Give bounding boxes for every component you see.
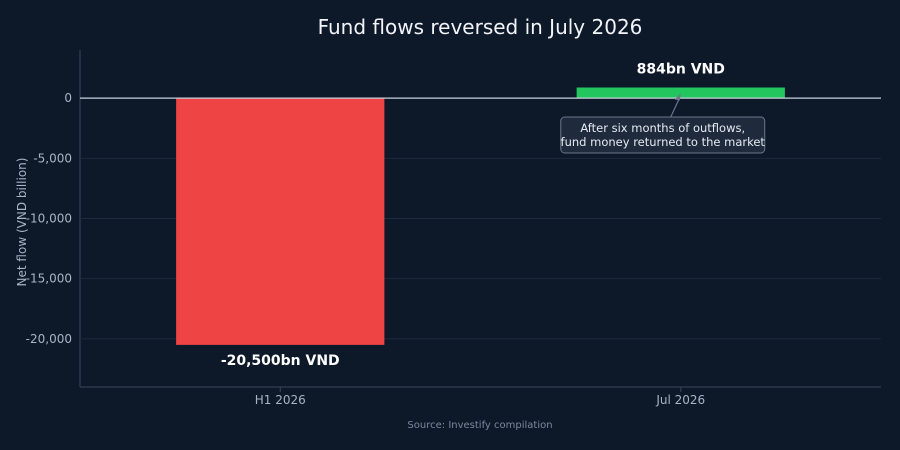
y-tick-label: 0 — [64, 91, 72, 105]
bar-h1-2026 — [176, 98, 385, 345]
annotation-text: After six months of outflows, — [580, 121, 745, 135]
y-axis-ticks: 0 -5,000 -10,000 -15,000 -20,000 — [26, 91, 72, 346]
data-label: -20,500bn VND — [221, 353, 340, 369]
bars — [176, 87, 785, 345]
y-tick-label: -5,000 — [33, 151, 72, 165]
annotation: After six months of outflows,fund money … — [560, 93, 766, 154]
y-tick-label: -15,000 — [26, 272, 72, 286]
y-axis-title: Net flow (VND billion) — [15, 158, 29, 287]
annotation-arrow-head — [674, 93, 681, 101]
y-tick-label: -20,000 — [26, 332, 72, 346]
annotation-arrow-shaft — [670, 97, 681, 118]
y-tick-label: -10,000 — [26, 212, 72, 226]
chart-title: Fund flows reversed in July 2026 — [318, 15, 643, 39]
x-tick-label: H1 2026 — [255, 393, 306, 407]
bar-jul-2026 — [576, 87, 785, 99]
annotation-text: fund money returned to the market — [561, 135, 766, 149]
data-label: 884bn VND — [637, 62, 725, 78]
source-note: Source: Investify compilation — [407, 420, 552, 431]
data-labels: -20,500bn VND 884bn VND — [221, 62, 725, 369]
x-axis-ticks: H1 2026 Jul 2026 — [255, 387, 705, 407]
annotation-box — [560, 116, 766, 154]
x-tick-label: Jul 2026 — [655, 393, 705, 407]
